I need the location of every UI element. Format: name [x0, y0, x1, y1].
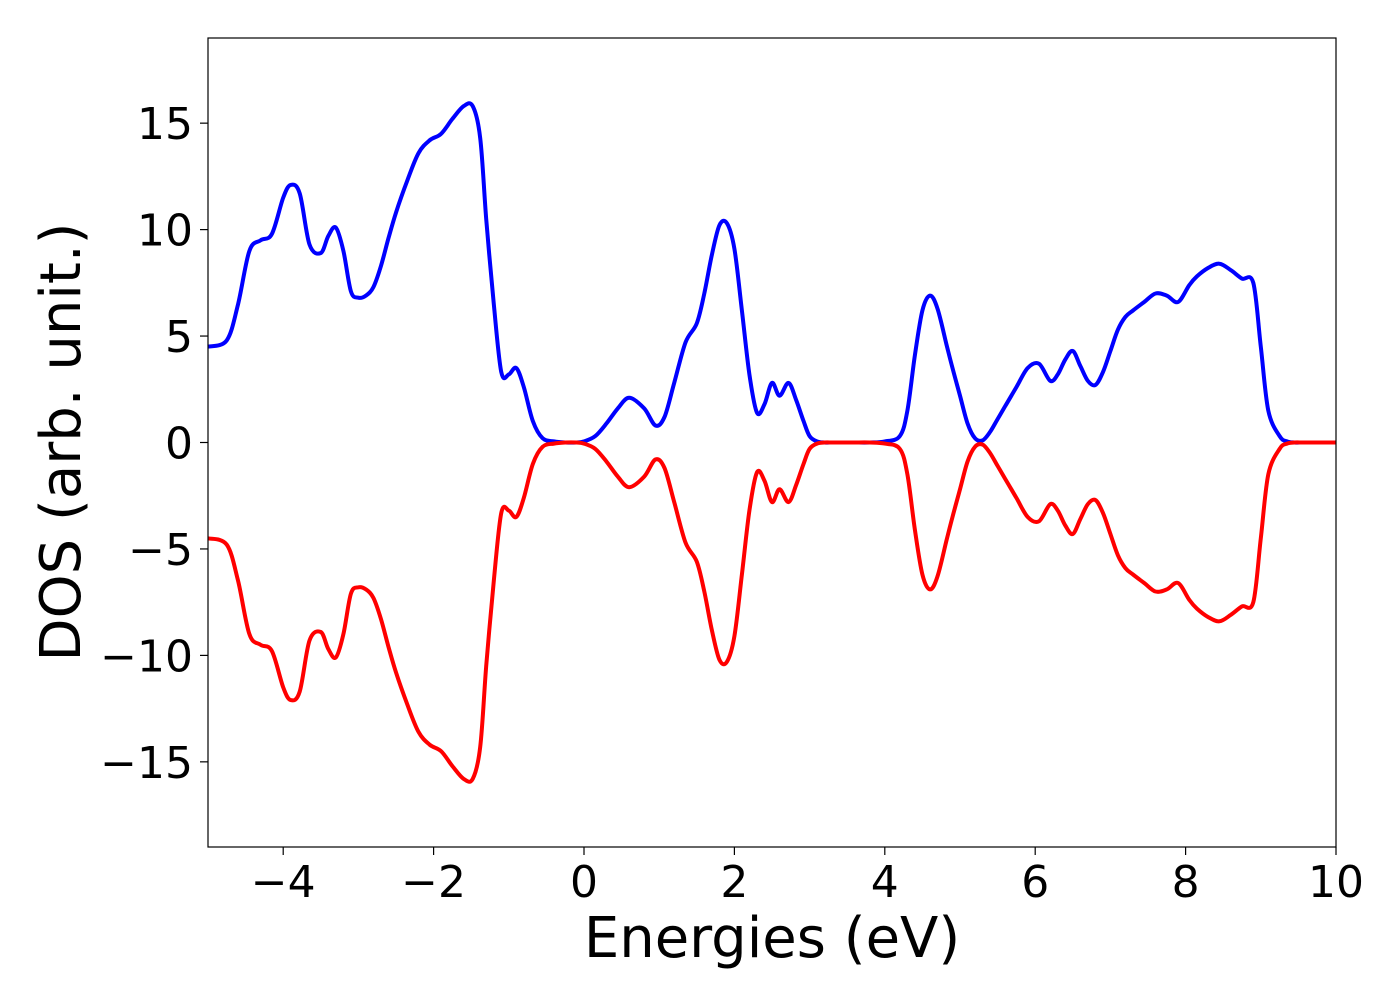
y-tick-label: −15 [100, 738, 193, 789]
x-axis-ticks: −4 −2 0 2 4 6 8 10 [251, 847, 1364, 908]
x-tick-label: −4 [251, 857, 316, 908]
x-tick-label: 4 [871, 857, 899, 908]
y-tick-label: −5 [128, 525, 193, 576]
y-tick-label: 5 [165, 312, 193, 363]
y-tick-label: 0 [165, 419, 193, 470]
x-tick-label: 8 [1172, 857, 1200, 908]
x-tick-label: −2 [401, 857, 466, 908]
y-tick-label: 10 [137, 206, 193, 257]
x-tick-label: 2 [720, 857, 748, 908]
y-tick-label: 15 [137, 99, 193, 150]
series-layer [207, 101, 1336, 784]
plot-area [208, 38, 1336, 847]
series-line-1 [207, 440, 1336, 784]
y-tick-label: −10 [100, 631, 193, 682]
y-axis-label: DOS (arb. unit.) [29, 222, 94, 661]
series-line-0 [207, 101, 1336, 445]
x-tick-label: 0 [570, 857, 598, 908]
x-tick-label: 6 [1021, 857, 1049, 908]
x-axis-label: Energies (eV) [584, 906, 960, 971]
y-axis-ticks: −15 −10 −5 0 5 10 15 [100, 99, 208, 789]
x-tick-label: 10 [1308, 857, 1364, 908]
